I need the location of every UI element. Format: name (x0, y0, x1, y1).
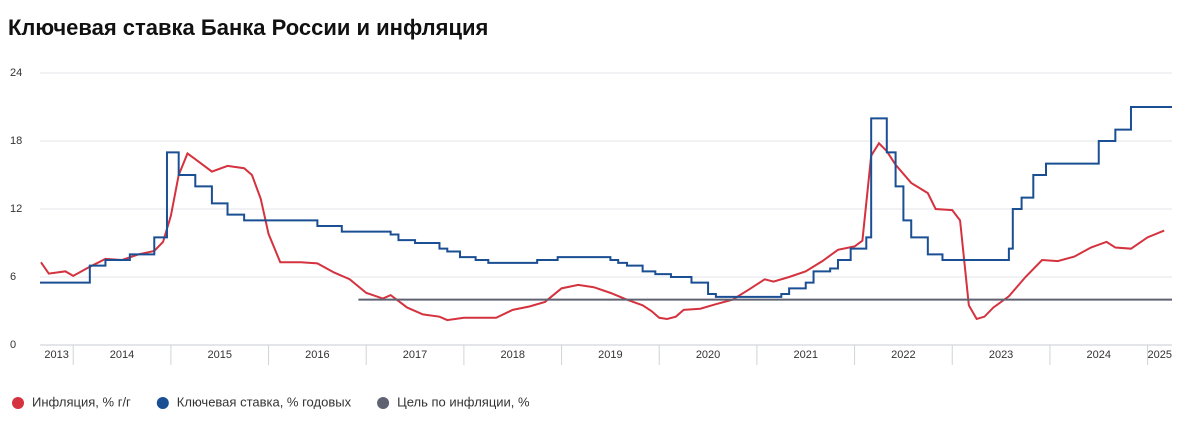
x-tick-label: 2013 (44, 349, 68, 361)
legend-marker (156, 397, 169, 409)
x-tick-label: 2022 (891, 349, 915, 361)
chart-title: Ключевая ставка Банка России и инфляция (8, 15, 488, 40)
legend-label: Цель по инфляции, % (397, 394, 530, 409)
series-line (40, 141, 1165, 322)
y-tick-label: 12 (10, 203, 22, 215)
legend-label: Инфляция, % г/г (32, 394, 131, 409)
x-tick-label: 2023 (989, 349, 1013, 361)
legend-label: Ключевая ставка, % годовых (177, 394, 352, 409)
x-tick-label: 2020 (696, 349, 720, 361)
legend-marker (12, 397, 24, 409)
x-tick-label: 2021 (793, 349, 817, 361)
y-tick-label: 0 (10, 339, 16, 351)
x-tick-label: 2025 (1148, 349, 1172, 361)
series-line (40, 106, 1172, 298)
x-tick-label: 2018 (500, 349, 524, 361)
x-tick-label: 2016 (305, 349, 329, 361)
y-tick-label: 18 (10, 135, 22, 147)
y-tick-label: 24 (10, 67, 22, 79)
x-tick-label: 2015 (207, 349, 231, 361)
legend-marker (377, 397, 390, 409)
y-tick-label: 6 (10, 271, 16, 283)
x-tick-label: 2019 (598, 349, 622, 361)
x-tick-label: 2024 (1087, 349, 1111, 361)
x-tick-label: 2014 (110, 349, 134, 361)
x-tick-label: 2017 (403, 349, 427, 361)
